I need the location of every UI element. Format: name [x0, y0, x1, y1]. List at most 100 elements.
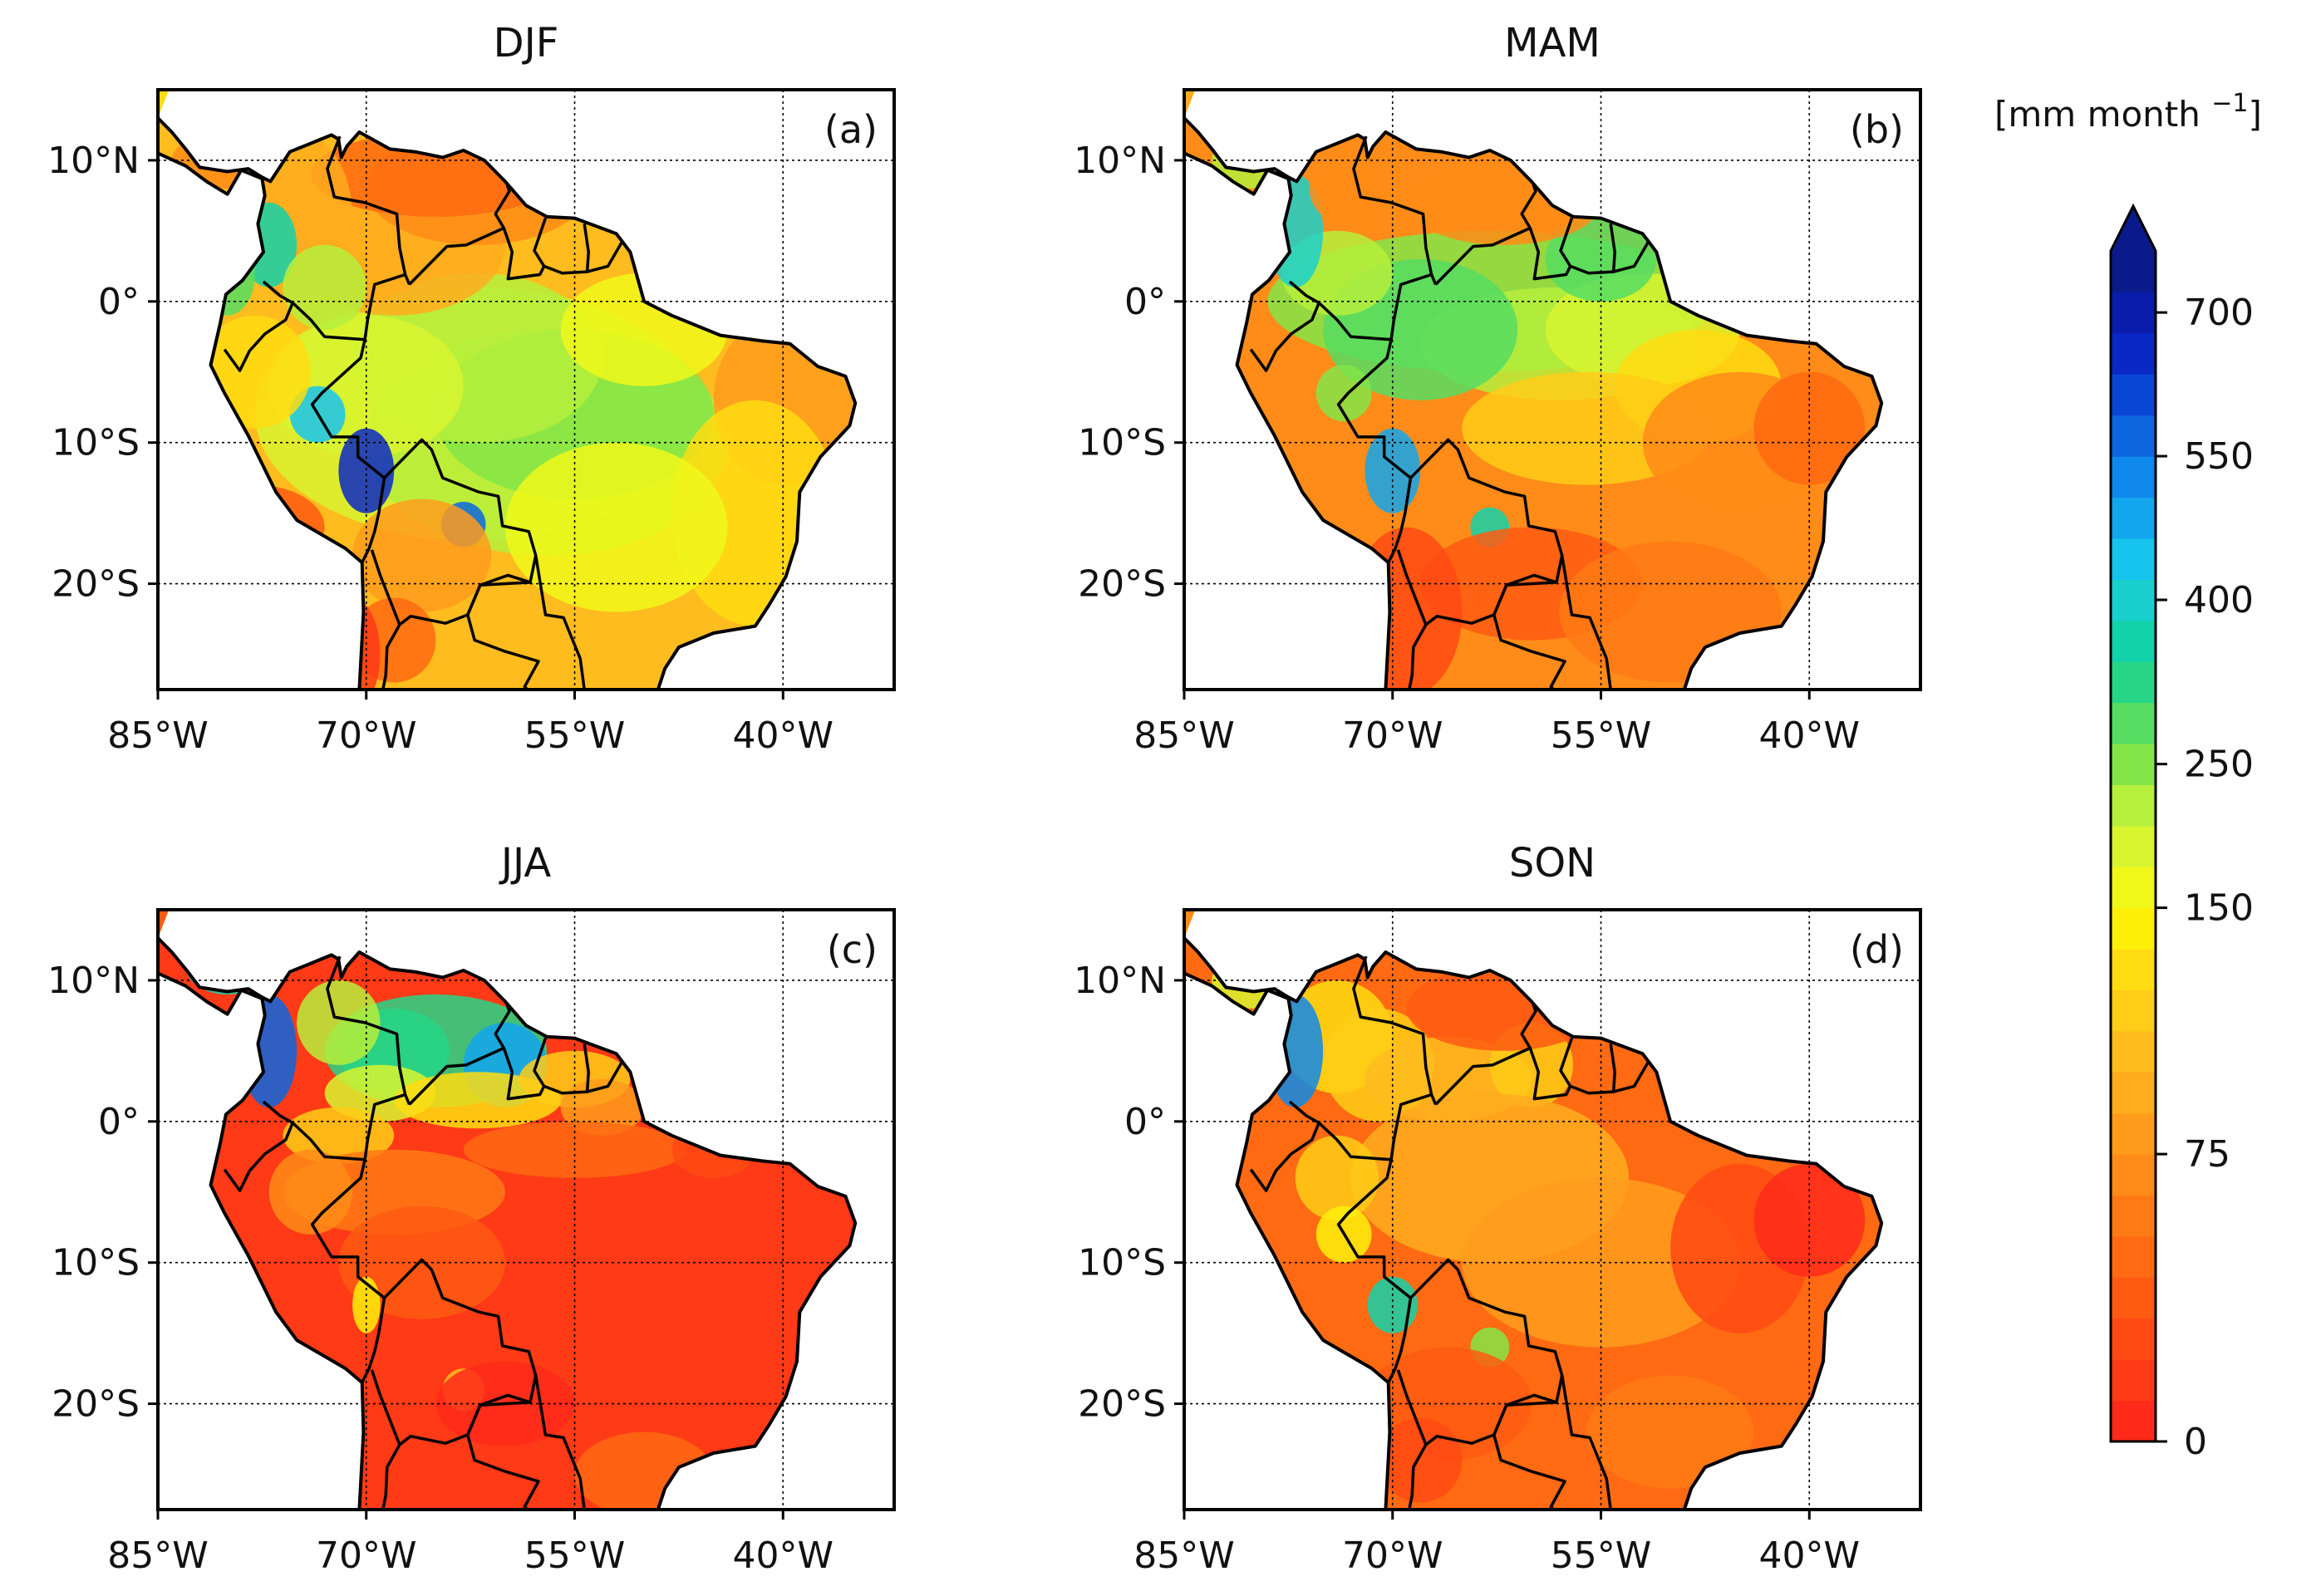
- colorbar-band: [2111, 907, 2156, 950]
- colorbar-band: [2111, 579, 2156, 621]
- y-tick-label: 0°: [98, 1101, 140, 1143]
- country-border: [1528, 1047, 1572, 1101]
- panel-label: (d): [1850, 927, 1904, 972]
- colorbar-band: [2111, 990, 2156, 1032]
- country-border: [1352, 955, 1438, 1106]
- y-tick-label: 0°: [1124, 1101, 1166, 1143]
- precip-contour: [671, 1121, 755, 1178]
- colorbar: [mm month −1] 0 75 150 250 400 550 700: [1994, 89, 2262, 1463]
- colorbar-tick-label: 700: [2184, 292, 2254, 334]
- map-frame: [1183, 908, 1922, 1511]
- colorbar-band: [2111, 1359, 2156, 1402]
- precip-central-america: [1184, 90, 1196, 118]
- x-tick-label: 85°W: [1133, 1535, 1235, 1577]
- panel-label: (c): [827, 927, 878, 972]
- panel-label: (b): [1850, 107, 1904, 152]
- map-frame: [156, 908, 896, 1511]
- y-tick-label: 10°N: [1074, 140, 1166, 182]
- country-border: [1559, 1038, 1574, 1088]
- colorbar-band: [2111, 1030, 2156, 1073]
- x-tick-label: 55°W: [1551, 1535, 1652, 1577]
- country-border: [502, 1047, 546, 1101]
- y-tick-label: 10°S: [1078, 422, 1166, 464]
- y-tick-label: 20°S: [52, 563, 140, 606]
- x-tick-label: 40°W: [1759, 715, 1861, 757]
- y-tick-label: 10°S: [52, 1242, 140, 1284]
- country-border: [1288, 1100, 1413, 1383]
- precip-central-america: [158, 910, 170, 938]
- country-border: [533, 1038, 548, 1088]
- colorbar-tick-label: 250: [2184, 744, 2254, 786]
- colorbar-band: [2111, 1235, 2156, 1278]
- country-border: [1492, 581, 1566, 690]
- coastline: [1184, 936, 1884, 1510]
- colorbar-outline: [2109, 203, 2157, 1443]
- country-border: [534, 1375, 586, 1510]
- country-border: [1352, 135, 1438, 286]
- country-border: [223, 302, 294, 372]
- colorbar-band: [2111, 867, 2156, 909]
- precip-contour: [1586, 1375, 1754, 1489]
- x-tick-label: 40°W: [733, 715, 834, 757]
- x-tick-label: 40°W: [733, 1535, 834, 1577]
- colorbar-band: [2111, 784, 2156, 827]
- y-tick-label: 20°S: [1078, 1383, 1166, 1426]
- country-border: [1528, 227, 1572, 281]
- x-tick-label: 55°W: [1551, 715, 1652, 757]
- country-border: [381, 624, 401, 690]
- country-border: [587, 1061, 623, 1093]
- coastline: [158, 116, 858, 690]
- country-border: [326, 955, 411, 1106]
- country-border: [1288, 280, 1413, 563]
- y-tick-label: 20°S: [52, 1383, 140, 1426]
- precip-contour: [394, 1072, 561, 1129]
- y-tick-label: 10°N: [47, 960, 140, 1002]
- country-border: [363, 273, 406, 340]
- country-border: [262, 1100, 386, 1383]
- precip-field: [158, 118, 856, 690]
- country-border: [223, 1122, 294, 1192]
- precip-contour: [1212, 951, 1296, 1009]
- precip-contour: [283, 244, 366, 330]
- precip-contour: [185, 484, 325, 570]
- y-tick-label: 10°N: [47, 140, 140, 182]
- colorbar-band: [2111, 620, 2156, 662]
- country-border: [1389, 1093, 1433, 1160]
- country-border: [262, 280, 386, 563]
- map-frame: [1183, 88, 1922, 691]
- colorbar-tick-label: 150: [2184, 887, 2254, 930]
- panel-title: DJF: [494, 20, 559, 66]
- y-tick-label: 10°N: [1074, 960, 1166, 1002]
- country-border: [466, 1401, 540, 1510]
- colorbar-band: [2111, 415, 2156, 457]
- precip-contour: [1309, 145, 1421, 231]
- colorbar-band: [2111, 538, 2156, 580]
- y-tick-label: 0°: [1124, 281, 1166, 323]
- colorbar-band: [2111, 1195, 2156, 1237]
- x-tick-label: 85°W: [1133, 715, 1235, 757]
- map-frame: [156, 88, 896, 691]
- panel-title: MAM: [1504, 20, 1601, 66]
- x-tick-label: 70°W: [316, 1535, 417, 1577]
- x-tick-label: 55°W: [524, 715, 626, 757]
- country-border: [1559, 218, 1574, 268]
- country-border: [1560, 555, 1612, 690]
- precip-contour: [1315, 365, 1372, 422]
- colorbar-band: [2111, 1154, 2156, 1196]
- y-tick-label: 10°S: [52, 422, 140, 464]
- country-border: [1613, 241, 1650, 273]
- colorbar-tick-label: 75: [2184, 1133, 2230, 1176]
- colorbar-band: [2111, 1277, 2156, 1319]
- precip-contour: [1367, 1276, 1418, 1333]
- colorbar-title-exponent: −1: [2211, 89, 2248, 118]
- country-border: [1408, 1444, 1428, 1510]
- coastline: [158, 936, 858, 1510]
- country-border: [326, 135, 411, 286]
- precip-contour: [338, 428, 395, 513]
- colorbar-title-end: ]: [2248, 94, 2261, 135]
- x-tick-label: 85°W: [107, 1535, 209, 1577]
- colorbar-band: [2111, 251, 2156, 292]
- panel-title: SON: [1509, 840, 1596, 886]
- coastline: [1184, 116, 1884, 690]
